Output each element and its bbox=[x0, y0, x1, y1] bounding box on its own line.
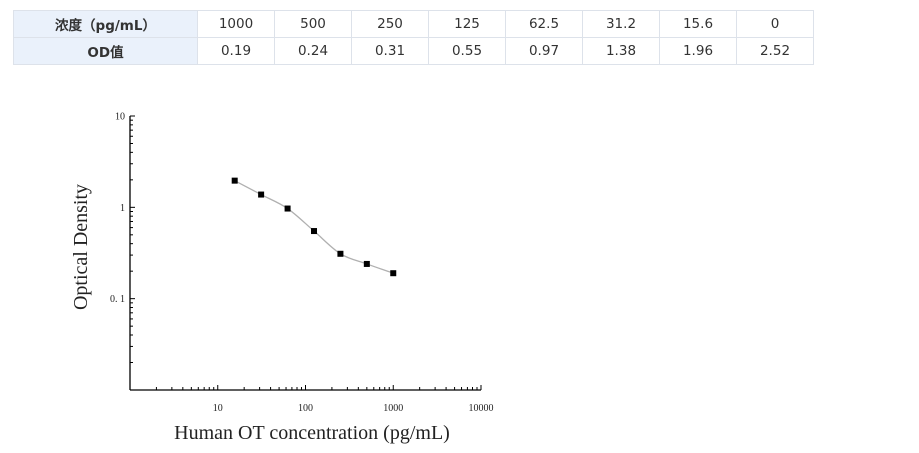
data-point bbox=[390, 270, 397, 277]
row-header: OD值 bbox=[13, 37, 198, 65]
data-point bbox=[337, 250, 344, 257]
data-points-group bbox=[231, 177, 397, 277]
x-tick-label: 10000 bbox=[469, 403, 494, 414]
x-tick-label: 10 bbox=[213, 403, 223, 414]
y-tick-label: 1 bbox=[120, 203, 125, 214]
table-cell: 500 bbox=[274, 10, 352, 38]
fit-curve-group bbox=[234, 180, 394, 274]
y-axis-label: Optical Density bbox=[70, 184, 92, 310]
table-cell: 0.19 bbox=[197, 37, 275, 65]
table-row: 浓度（pg/mL） 1000 500 250 125 62.5 31.2 15.6 0 bbox=[13, 10, 814, 38]
chart-axes: 10 1 0. 1 10 100 1000 10000 bbox=[110, 112, 494, 415]
data-point bbox=[258, 191, 265, 198]
table-cell: 0.97 bbox=[505, 37, 583, 65]
table-cell: 125 bbox=[428, 10, 506, 38]
x-axis-label: Human OT concentration (pg/mL) bbox=[174, 422, 450, 444]
table-cell: 0.55 bbox=[428, 37, 506, 65]
table-cell: 0.24 bbox=[274, 37, 352, 65]
table-row: OD值 0.19 0.24 0.31 0.55 0.97 1.38 1.96 2.52 bbox=[13, 37, 814, 65]
table-cell: 1.96 bbox=[659, 37, 737, 65]
x-tick-label: 1000 bbox=[383, 403, 403, 414]
fit-curve bbox=[234, 180, 394, 274]
table-cell: 250 bbox=[351, 10, 429, 38]
table-cell: 0.31 bbox=[351, 37, 429, 65]
od-standard-table: 浓度（pg/mL） 1000 500 250 125 62.5 31.2 15.6 0 OD值 0.… bbox=[13, 10, 814, 65]
data-point bbox=[311, 228, 318, 235]
data-point bbox=[363, 260, 370, 267]
row-header: 浓度（pg/mL） bbox=[13, 10, 198, 38]
x-tick-label: 100 bbox=[298, 403, 313, 414]
y-tick-label: 0. 1 bbox=[110, 294, 125, 305]
table-cell: 2.52 bbox=[736, 37, 814, 65]
table-cell: 0 bbox=[736, 10, 814, 38]
data-point bbox=[284, 205, 291, 212]
table-cell: 31.2 bbox=[582, 10, 660, 38]
data-point bbox=[231, 177, 238, 184]
table-cell: 62.5 bbox=[505, 10, 583, 38]
table-cell: 15.6 bbox=[659, 10, 737, 38]
table-cell: 1000 bbox=[197, 10, 275, 38]
table-cell: 1.38 bbox=[582, 37, 660, 65]
y-tick-label: 10 bbox=[115, 112, 125, 123]
